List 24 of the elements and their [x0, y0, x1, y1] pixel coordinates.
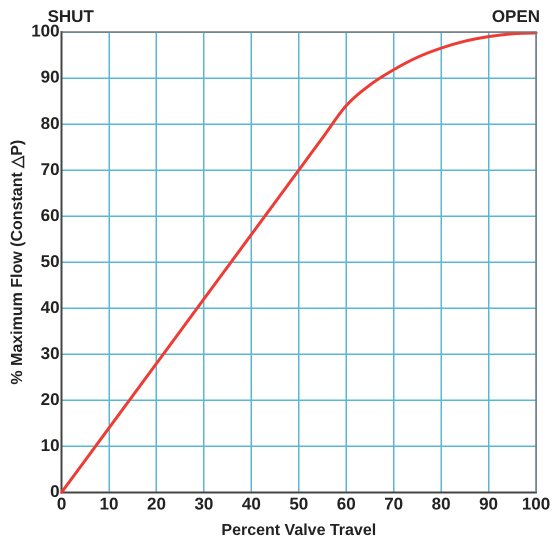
text: OPEN [492, 7, 540, 26]
y-tick-label: 90 [40, 68, 60, 87]
x-tick-label: 60 [336, 494, 356, 514]
y-tick-label: 30 [40, 344, 60, 363]
y-tick-label: 80 [40, 114, 60, 133]
y-tick-label: 50 [40, 252, 60, 271]
x-tick-label: 100 [522, 494, 550, 514]
y-axis-title: % Maximum Flow (Constant △P) [9, 140, 26, 385]
x-axis-title: Percent Valve Travel [221, 522, 376, 539]
y-tick-label: 40 [40, 298, 60, 317]
x-tick-label: 70 [384, 494, 404, 514]
x-tick-label: 20 [146, 494, 166, 514]
x-tick-label: 40 [242, 494, 261, 514]
y-tick-label: 20 [40, 390, 60, 410]
x-tick-label: 50 [289, 494, 308, 514]
y-tick-label: 100 [31, 22, 60, 41]
y-tick-label: 10 [40, 436, 60, 456]
x-tick-label: 90 [479, 494, 498, 514]
line-series [60, 31, 538, 494]
y-tick-label: 60 [40, 206, 60, 225]
x-tick-label: 80 [432, 494, 451, 514]
x-tick-label: 30 [194, 494, 214, 514]
y-tick-label: 70 [40, 160, 60, 179]
x-tick-label: 10 [100, 494, 118, 514]
